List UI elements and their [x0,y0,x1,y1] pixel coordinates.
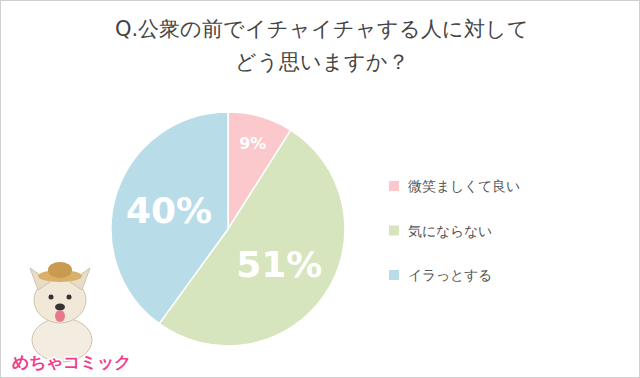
pie-slices [111,112,345,346]
chart-svg: Q.公衆の前でイチャイチャする人に対してどう思いますか？ 9% 51% 40% 微笑まし… [0,0,640,378]
pie-slice [111,112,228,324]
legend-swatch [389,226,399,236]
legend-label: 気にならない [408,223,492,239]
mascot [30,262,92,362]
legend: 微笑ましくて良い気にならないイラっとする [389,178,520,283]
title-line: Q.公衆の前でイチャイチャする人に対して [115,17,529,41]
mascot-eye [49,295,54,300]
title-line: どう思いますか？ [235,50,409,74]
title: Q.公衆の前でイチャイチャする人に対してどう思いますか？ [115,17,529,74]
legend-swatch [389,270,399,280]
chart-container: Q.公衆の前でイチャイチャする人に対してどう思いますか？ 9% 51% 40% 微笑まし… [0,0,640,378]
legend-label: イラっとする [408,267,492,283]
data-label: 9% [239,134,266,153]
legend-label: 微笑ましくて良い [408,178,520,194]
data-label: 51% [236,244,322,285]
frame [1,1,640,378]
mascot-nose [55,304,65,311]
mascot-eye [67,295,72,300]
mascot-tongue [55,310,65,322]
logo-text: めちゃコミック [12,352,131,372]
legend-swatch [389,181,399,191]
mascot-hat-top [48,262,72,278]
data-labels: 9% 51% 40% [126,134,322,284]
data-label: 40% [126,190,212,231]
